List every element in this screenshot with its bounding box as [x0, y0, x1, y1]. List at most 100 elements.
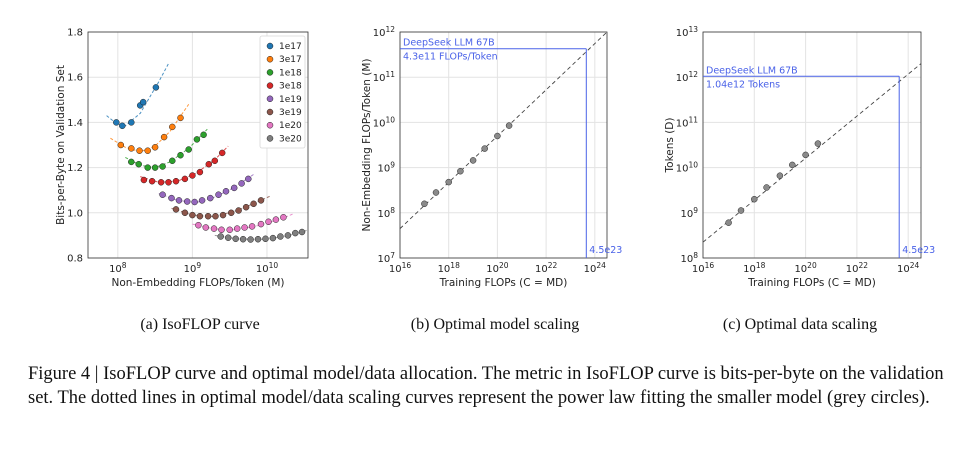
data-point-3e20: [277, 233, 284, 240]
y-tick-label: 1010: [676, 161, 699, 175]
data-point-3e20: [262, 235, 269, 243]
fit-curve-3e18: [140, 145, 229, 183]
legend-label: 3e18: [279, 82, 302, 92]
data-point-3e18: [196, 168, 204, 176]
y-tick-label: 1.0: [67, 208, 83, 219]
data-point-3e19: [212, 212, 219, 220]
data-point-3e17: [128, 145, 135, 152]
data-scaling-chart: 108 109 1010 1011 1012 1013 1016 1018 1020 1022 10…: [664, 25, 935, 333]
data-point-1e18: [144, 164, 151, 171]
data-point-1e20: [257, 220, 265, 228]
y-tick-label: 107: [377, 251, 395, 265]
data-point-3e20: [224, 234, 232, 241]
data-point-3e20: [232, 235, 239, 243]
data-point-3e20: [269, 234, 277, 242]
data-point-1e20: [226, 226, 233, 234]
legend: 1e17 3e17 1e18 3e18 1e19 3e19 1e20 3e20: [259, 35, 306, 149]
grey-data-point: [432, 189, 440, 196]
x-tick-label: 1010: [256, 261, 279, 275]
x-tick-label: 1018: [438, 261, 461, 275]
y-tick-label: 1011: [676, 115, 699, 129]
grey-data-point: [445, 178, 452, 186]
plot-frame: [87, 31, 309, 259]
data-point-3e18: [157, 179, 165, 186]
annotation-x-value-label: 4.5e23: [589, 245, 622, 256]
y-axis-label: Bits-per-Byte on Validation Set: [55, 65, 67, 225]
grey-data-point: [802, 151, 809, 159]
grey-data-point: [737, 207, 745, 214]
data-point-3e19: [250, 200, 257, 208]
x-tick-label: 1022: [535, 261, 558, 275]
y-tick-label: 1.2: [67, 163, 83, 174]
data-point-1e19: [183, 198, 191, 205]
data-point-1e20: [195, 221, 202, 229]
legend-label: 1e20: [279, 121, 302, 131]
data-point-1e17: [139, 98, 147, 106]
y-axis-label: Tokens (D): [664, 118, 676, 174]
data-point-3e18: [148, 177, 156, 185]
y-tick-label: 108: [377, 206, 395, 220]
isoflop-chart: 0.8 1.0 1.2 1.4 1.6 1.8 108 109 1010 1e17 3e17 1e18…: [55, 28, 309, 333]
data-point-3e19: [242, 203, 250, 211]
data-point-3e17: [177, 114, 184, 122]
legend-marker-3e19: [266, 108, 274, 116]
panel-label: (b) Optimal model scaling: [411, 316, 579, 333]
y-tick-label: 108: [680, 251, 698, 265]
data-point-3e18: [140, 176, 148, 184]
x-tick-label: 1016: [692, 261, 715, 275]
data-point-1e18: [159, 163, 166, 170]
grey-data-point: [725, 219, 732, 226]
data-point-3e18: [211, 157, 219, 165]
y-tick-label: 1012: [676, 70, 699, 84]
panel-label: (a) IsoFLOP curve: [140, 316, 259, 333]
data-point-1e18: [169, 157, 176, 165]
grey-data-point: [763, 184, 770, 191]
data-point-1e18: [128, 158, 135, 166]
x-tick-label: 1020: [486, 261, 509, 275]
x-tick-label: 1016: [389, 261, 412, 275]
grey-data-point: [421, 200, 428, 208]
grey-data-point: [789, 161, 796, 169]
legend-marker-3e17: [266, 55, 274, 63]
data-point-3e19: [219, 211, 227, 219]
data-point-1e19: [215, 191, 222, 198]
y-tick-label: 1.8: [67, 28, 83, 39]
figure-caption: Figure 4 | IsoFLOP curve and optimal mod…: [28, 364, 944, 408]
fit-curve-1e17: [106, 63, 169, 127]
y-tick-label: 1010: [373, 115, 396, 129]
legend-marker-1e20: [266, 121, 274, 129]
data-point-3e18: [181, 175, 189, 183]
data-point-3e20: [247, 236, 254, 243]
legend-marker-1e18: [266, 69, 274, 76]
legend-box: [259, 35, 306, 149]
legend-label: 1e17: [279, 42, 302, 52]
y-tick-label: 1.6: [67, 73, 83, 84]
grey-data-point: [457, 167, 464, 175]
annotation-x-value-label: 4.5e23: [902, 245, 935, 256]
x-axis-label: Training FLOPs (C = MD): [439, 277, 568, 289]
data-point-3e18: [218, 149, 226, 157]
x-axis-label: Training FLOPs (C = MD): [747, 277, 876, 289]
y-tick-label: 1013: [676, 25, 699, 39]
data-point-3e19: [235, 207, 242, 214]
x-tick-label: 108: [109, 261, 127, 275]
legend-marker-1e17: [266, 42, 274, 50]
y-tick-label: 109: [680, 206, 698, 220]
panel-label: (c) Optimal data scaling: [723, 316, 877, 333]
data-point-1e18: [193, 136, 201, 143]
data-point-1e19: [191, 198, 198, 206]
y-tick-label: 0.8: [67, 254, 83, 265]
fit-curve-1e18: [125, 128, 208, 169]
data-point-3e18: [172, 177, 180, 185]
legend-label: 1e18: [279, 68, 302, 78]
legend-label: 3e20: [279, 134, 302, 144]
data-point-3e17: [160, 133, 168, 141]
data-point-1e19: [238, 180, 245, 187]
plot-frame: [702, 31, 922, 259]
annotation-model-label: DeepSeek LLM 67B: [706, 65, 798, 76]
data-point-1e20: [218, 226, 225, 234]
data-point-1e20: [280, 214, 287, 221]
legend-label: 3e17: [279, 55, 302, 65]
data-point-3e19: [227, 209, 235, 217]
